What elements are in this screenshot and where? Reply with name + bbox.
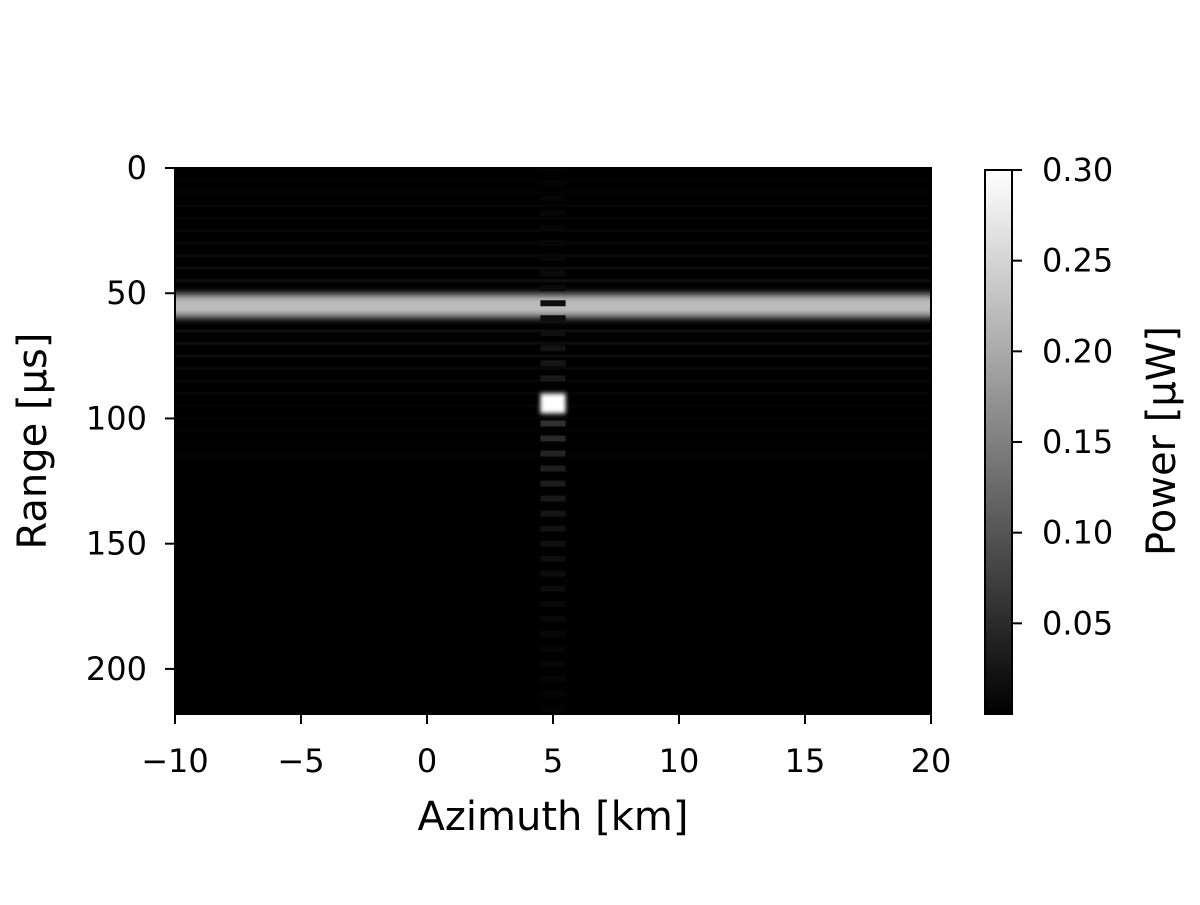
band-sidelobe-stripe xyxy=(175,216,931,220)
target-sidelobe-cell xyxy=(540,645,566,652)
target-sidelobe-cell xyxy=(540,570,566,577)
colorbar: 0.05 0.10 0.15 0.20 0.25 0.30 Power [µW] xyxy=(984,151,1185,715)
y-tick-label: 150 xyxy=(86,525,147,563)
band-sidelobe-stripe xyxy=(175,429,931,433)
target-sidelobe-cell xyxy=(540,270,566,277)
target-sidelobe-cell xyxy=(540,195,566,202)
target-sidelobe-cell xyxy=(540,168,566,171)
colorbar-tick-label: 0.10 xyxy=(1042,514,1113,552)
band-sidelobe-stripe xyxy=(175,204,931,208)
target-sidelobe-cell xyxy=(540,540,566,547)
target-sidelobe-cell xyxy=(540,375,566,382)
y-tick-label: 50 xyxy=(106,274,147,312)
colorbar-tick-label: 0.05 xyxy=(1042,604,1113,642)
target-sidelobe-cell xyxy=(540,510,566,517)
target-sidelobe-cell xyxy=(540,345,566,352)
x-tick-label: 15 xyxy=(785,742,826,780)
target-sidelobe-cell xyxy=(540,435,566,442)
target-sidelobe-cell xyxy=(540,495,566,502)
target-sidelobe-cell xyxy=(540,555,566,562)
target-sidelobe-cell xyxy=(540,300,566,307)
band-sidelobe-stripe xyxy=(175,191,931,195)
target-sidelobe-cell xyxy=(540,480,566,487)
target-sidelobe-cell xyxy=(540,210,566,217)
colorbar-tick-label: 0.25 xyxy=(1042,242,1113,280)
band-sidelobe-stripe xyxy=(175,341,931,345)
colorbar-label: Power [µW] xyxy=(1139,326,1185,556)
target-sidelobe-cell xyxy=(540,225,566,232)
band-sidelobe-stripe xyxy=(175,266,931,270)
x-axis-label: Azimuth [km] xyxy=(418,794,689,840)
y-axis-ticks: 0 50 100 150 200 xyxy=(86,149,175,688)
target-sidelobe-cell xyxy=(540,600,566,607)
target-sidelobe-cell xyxy=(540,615,566,622)
target-sidelobe-cell xyxy=(540,465,566,472)
x-tick-label: −10 xyxy=(141,742,209,780)
target-sidelobe-cell xyxy=(540,525,566,532)
target-sidelobe-cell xyxy=(540,420,566,427)
x-tick-label: 5 xyxy=(543,742,563,780)
colorbar-tick-label: 0.30 xyxy=(1042,151,1113,189)
target-sidelobe-cell xyxy=(540,690,566,697)
target-sidelobe-cell xyxy=(540,360,566,367)
target-sidelobe-cell xyxy=(540,315,566,322)
point-target xyxy=(540,393,566,414)
band-sidelobe-stripe xyxy=(175,442,931,446)
y-tick-label: 100 xyxy=(86,399,147,437)
target-sidelobe-cell xyxy=(540,705,566,712)
target-sidelobe-cell xyxy=(540,285,566,292)
band-sidelobe-stripe xyxy=(175,416,931,420)
target-sidelobe-cell xyxy=(540,450,566,457)
target-sidelobe-cell xyxy=(540,630,566,637)
target-sidelobe-cell xyxy=(540,330,566,337)
x-axis-ticks: −10 −5 0 5 10 15 20 xyxy=(141,714,951,780)
colorbar-tick-label: 0.20 xyxy=(1042,332,1113,370)
x-tick-label: 20 xyxy=(911,742,952,780)
y-tick-label: 0 xyxy=(127,149,147,187)
x-tick-label: 0 xyxy=(417,742,437,780)
target-sidelobe-cell xyxy=(540,255,566,262)
target-sidelobe-cell xyxy=(540,660,566,667)
y-axis-label: Range [µs] xyxy=(10,333,56,550)
colorbar-gradient xyxy=(984,169,1013,715)
x-tick-label: −5 xyxy=(277,742,324,780)
band-sidelobe-stripe xyxy=(175,366,931,370)
band-sidelobe-stripe xyxy=(175,279,931,283)
target-sidelobe-cell xyxy=(540,240,566,247)
colorbar-tick-label: 0.15 xyxy=(1042,423,1113,461)
y-tick-label: 200 xyxy=(86,650,147,688)
target-sidelobe-cell xyxy=(540,675,566,682)
heatmap-plot-area xyxy=(175,168,931,714)
band-sidelobe-stripe xyxy=(175,354,931,358)
colorbar-ticks: 0.05 0.10 0.15 0.20 0.25 0.30 xyxy=(1012,151,1113,642)
target-sidelobe-cell xyxy=(540,585,566,592)
x-tick-label: 10 xyxy=(659,742,700,780)
target-sidelobe-cell xyxy=(540,180,566,187)
